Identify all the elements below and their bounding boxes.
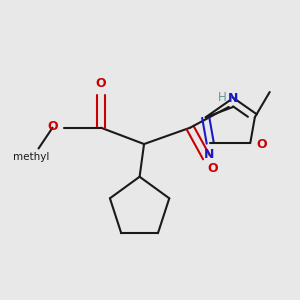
Text: methyl: methyl [13, 152, 49, 162]
Text: O: O [256, 138, 267, 151]
Text: O: O [96, 77, 106, 90]
Text: N: N [203, 148, 214, 161]
Text: O: O [47, 120, 58, 133]
Text: N: N [228, 92, 238, 105]
Text: O: O [207, 162, 218, 175]
Text: H: H [218, 92, 226, 104]
